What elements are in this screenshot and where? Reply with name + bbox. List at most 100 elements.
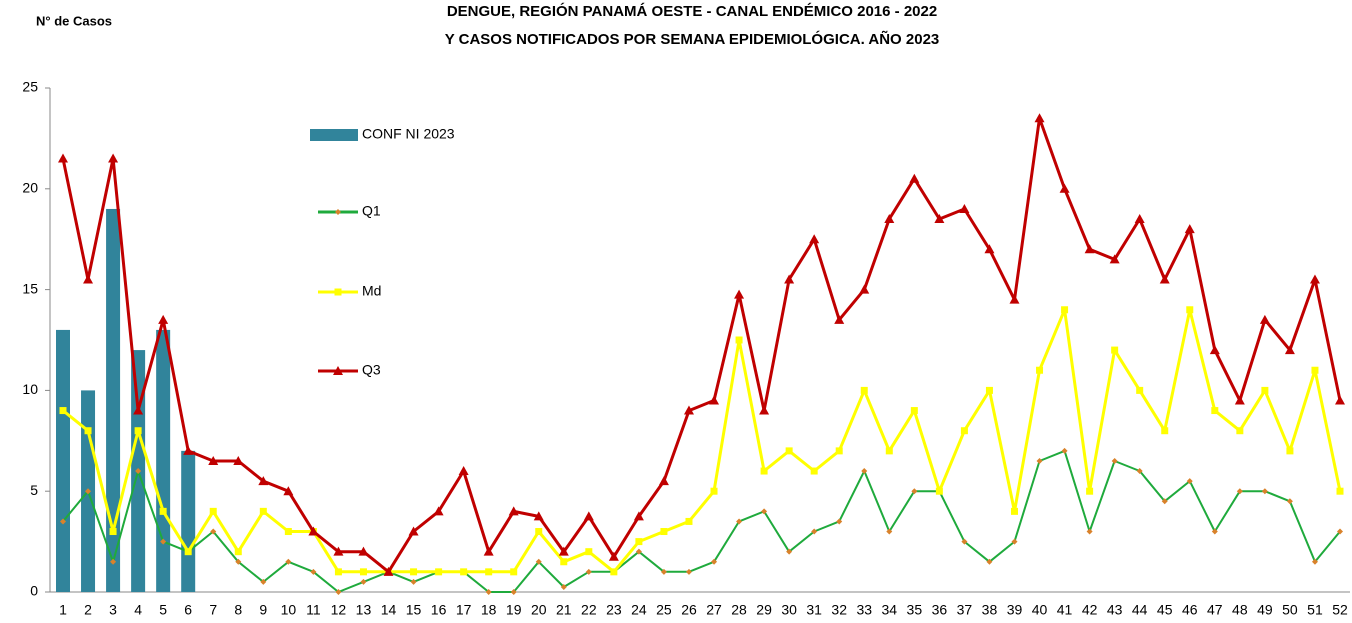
marker: [85, 488, 92, 495]
marker: [1134, 214, 1145, 224]
x-tick-label: 5: [159, 602, 167, 618]
x-tick-label: 36: [932, 602, 948, 618]
marker: [1061, 306, 1069, 314]
marker: [1034, 113, 1045, 123]
x-tick-label: 2: [84, 602, 92, 618]
marker: [1286, 447, 1294, 455]
marker: [108, 153, 119, 163]
marker: [109, 528, 117, 536]
x-tick-label: 23: [606, 602, 622, 618]
marker: [960, 427, 968, 435]
marker: [133, 405, 144, 415]
marker: [235, 558, 242, 565]
marker: [1335, 395, 1345, 405]
x-tick-label: 6: [184, 602, 192, 618]
marker: [159, 507, 167, 515]
marker: [935, 487, 943, 495]
marker: [535, 528, 543, 536]
x-tick-label: 16: [431, 602, 447, 618]
marker: [1311, 558, 1318, 565]
marker: [685, 517, 693, 525]
x-tick-label: 8: [234, 602, 242, 618]
marker: [585, 548, 593, 556]
marker: [635, 538, 643, 546]
x-tick-label: 27: [706, 602, 722, 618]
marker: [861, 468, 868, 475]
marker: [1309, 274, 1320, 284]
marker: [560, 583, 567, 590]
markers: [58, 113, 1345, 576]
marker: [59, 407, 67, 415]
marker: [811, 528, 818, 535]
x-tick-label: 44: [1132, 602, 1148, 618]
marker: [334, 288, 342, 296]
marker: [58, 153, 68, 163]
marker: [335, 209, 341, 215]
x-tick-label: 11: [306, 602, 321, 618]
marker: [260, 578, 267, 585]
marker: [1236, 427, 1244, 435]
line: [61, 116, 1342, 574]
x-tick-label: 29: [756, 602, 772, 618]
y-tick-label: 10: [22, 381, 38, 397]
markers: [59, 306, 1344, 576]
marker: [285, 558, 292, 565]
marker: [1161, 427, 1169, 435]
marker: [985, 386, 993, 394]
marker: [683, 405, 694, 415]
marker: [1311, 366, 1319, 374]
x-tick-label: 21: [556, 602, 572, 618]
marker: [610, 568, 618, 576]
marker: [184, 548, 192, 556]
marker: [986, 558, 993, 565]
marker: [835, 447, 843, 455]
marker: [1161, 498, 1168, 505]
marker: [485, 589, 492, 595]
bar: [56, 329, 70, 592]
marker: [885, 447, 893, 455]
x-tick-label: 42: [1082, 602, 1098, 618]
marker: [1061, 447, 1068, 454]
x-tick-label: 39: [1007, 602, 1023, 618]
marker: [558, 546, 569, 556]
x-tick-label: 33: [856, 602, 872, 618]
x-tick-label: 3: [109, 602, 117, 618]
x-tick-label: 49: [1257, 602, 1273, 618]
marker: [1336, 487, 1344, 495]
y-tick-label: 25: [22, 79, 38, 95]
bar: [181, 450, 196, 592]
marker: [84, 427, 92, 435]
x-tick-label: 35: [907, 602, 923, 618]
marker: [533, 511, 544, 521]
marker: [1109, 254, 1120, 264]
y-tick-label: 15: [22, 280, 38, 296]
x-tick-label: 48: [1232, 602, 1248, 618]
marker: [1011, 538, 1018, 545]
marker: [984, 244, 995, 254]
x-tick-label: 25: [656, 602, 672, 618]
marker: [660, 528, 668, 536]
marker: [135, 468, 142, 475]
marker: [158, 314, 169, 324]
marker: [258, 476, 269, 486]
marker: [884, 214, 895, 224]
marker: [483, 546, 494, 556]
marker: [1261, 386, 1269, 394]
marker: [334, 568, 342, 576]
marker: [333, 546, 344, 556]
x-tick-label: 4: [134, 602, 142, 618]
marker: [1036, 366, 1044, 374]
x-tick-label: 28: [731, 602, 747, 618]
x-tick-label: 24: [631, 602, 647, 618]
y-axis-label: N° de Casos: [36, 13, 112, 28]
marker: [1236, 488, 1243, 495]
x-tick-label: 13: [356, 602, 372, 618]
marker: [734, 289, 745, 299]
x-tick-label: 37: [957, 602, 973, 618]
marker: [709, 395, 720, 405]
x-tick-label: 43: [1107, 602, 1123, 618]
x-tick-label: 18: [481, 602, 497, 618]
legend-swatch: [310, 129, 358, 141]
marker: [510, 568, 518, 576]
